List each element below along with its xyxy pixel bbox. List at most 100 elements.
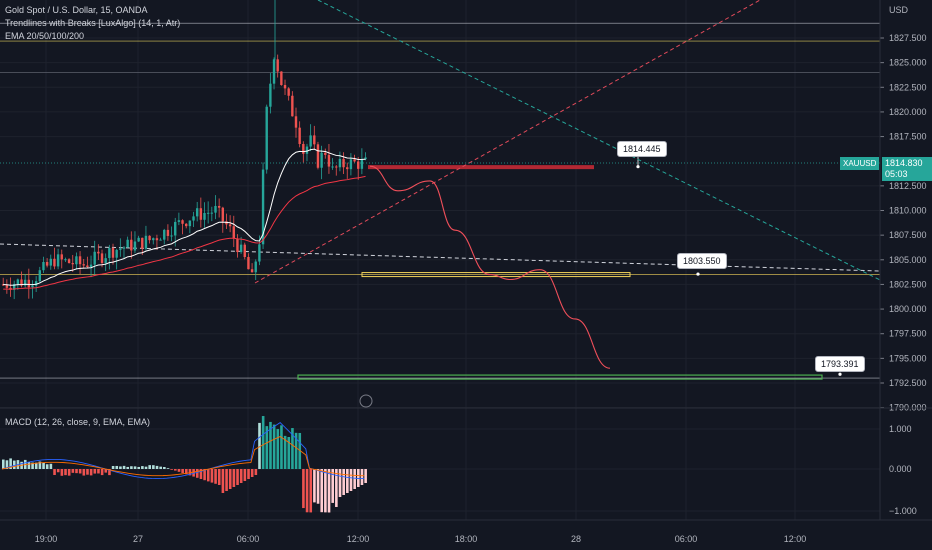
macd-histogram-bar (97, 469, 100, 474)
lightning-icon (359, 394, 373, 408)
current-price-tag: XAUUSD 1814.830 05:03 (840, 157, 932, 181)
macd-histogram-bar (364, 469, 367, 483)
macd-histogram-bar (276, 429, 280, 469)
candles (2, 0, 367, 300)
candle-body (272, 59, 276, 84)
macd-histogram-bar (250, 469, 254, 477)
trendlines (0, 0, 881, 284)
candle-body (152, 238, 155, 241)
candle-body (320, 152, 323, 168)
macd-histogram-bar (34, 462, 38, 469)
macd-histogram-bar (320, 469, 324, 513)
indicator-luxalgo[interactable]: Trendlines with Breaks [LuxAlgo] (14, 1,… (5, 18, 181, 28)
trendline-teal (317, 0, 881, 281)
candle-body (126, 239, 129, 248)
candle-body (31, 285, 34, 288)
candle-body (64, 259, 67, 261)
candle-body (309, 135, 312, 147)
projection-curve (369, 165, 611, 369)
macd-histogram-bar (31, 462, 34, 469)
candle-body (144, 235, 148, 249)
target-label-3: 1793.391 (815, 356, 865, 372)
price-axis-label: 1795.000 (889, 353, 927, 363)
indicator-ema[interactable]: EMA 20/50/100/200 (5, 31, 85, 41)
macd-histogram-bar (12, 460, 16, 469)
candle-body (49, 258, 52, 266)
candle-body (78, 256, 82, 265)
macd-histogram-bar (2, 459, 5, 469)
macd-histogram-bar (305, 469, 309, 513)
candle-body (166, 229, 170, 236)
macd-histogram-bar (342, 469, 345, 495)
candle-body (42, 261, 45, 271)
macd-histogram-bar (232, 469, 236, 487)
candle-body (174, 221, 177, 236)
macd-histogram-bar (236, 469, 239, 485)
horizontal-levels (0, 22, 880, 380)
candle-body (23, 279, 27, 286)
candle-body (265, 106, 268, 170)
macd-histogram-bar (9, 458, 12, 469)
candle-body (192, 216, 195, 221)
macd-histogram-bar (239, 469, 243, 483)
macd-histogram-bar (177, 469, 181, 472)
time-axis-label: 06:00 (675, 534, 698, 544)
candle-body (133, 241, 137, 251)
macd-histogram-bar (5, 460, 9, 469)
ema-lines (3, 148, 366, 290)
candle-body (34, 281, 38, 286)
macd-axis-label: −1.000 (889, 506, 917, 516)
candle-body (155, 238, 159, 241)
macd-histogram-bar (152, 465, 155, 469)
price-axis-label: 1812.500 (889, 181, 927, 191)
candle-body (327, 154, 331, 167)
candle-body (20, 279, 23, 286)
candle-body (313, 135, 316, 145)
price-axis-label: 1822.500 (889, 82, 927, 92)
time-axis-label: 19:00 (35, 534, 58, 544)
target-marker (696, 272, 700, 276)
macd-histogram-bar (324, 469, 327, 513)
macd-histogram-bar (170, 469, 173, 470)
candle-body (342, 158, 345, 168)
time-axis-label: 12:00 (784, 534, 807, 544)
price-axis-label: 1797.500 (889, 329, 927, 339)
target-label-1: 1814.445 (617, 141, 667, 157)
candle-body (75, 256, 78, 265)
indicator-macd[interactable]: MACD (12, 26, close, 9, EMA, EMA) (5, 417, 151, 427)
candle-body (236, 238, 239, 253)
macd-histogram-bar (258, 422, 261, 469)
macd-histogram-bar (75, 469, 78, 474)
candle-body (89, 264, 93, 268)
candle-body (71, 263, 74, 265)
macd-histogram-bar (185, 469, 188, 475)
ema-slow-line (3, 175, 366, 290)
candle-body (258, 244, 261, 262)
macd-histogram-bar (228, 469, 232, 489)
candle-body (287, 88, 290, 96)
macd-histogram-bar (133, 466, 137, 469)
macd-pane (1, 416, 367, 513)
candle-body (346, 167, 349, 170)
candle-body (170, 235, 173, 237)
signal-line (1, 436, 365, 477)
macd-histogram-bar (192, 469, 195, 477)
candle-body (12, 283, 16, 290)
symbol-title[interactable]: Gold Spot / U.S. Dollar, 15, OANDA (5, 5, 148, 15)
macd-histogram-bar (327, 469, 331, 513)
macd-histogram-bar (331, 469, 334, 503)
macd-histogram-bar (302, 469, 305, 509)
macd-histogram-bar (93, 469, 97, 474)
time-axis-label: 06:00 (237, 534, 260, 544)
candle-body (97, 251, 100, 254)
macd-histogram-bar (243, 469, 247, 481)
candle-body (298, 127, 301, 145)
macd-histogram-bar (298, 432, 302, 469)
macd-histogram-bar (309, 469, 313, 513)
macd-histogram-bar (89, 469, 93, 476)
candle-body (269, 83, 272, 107)
price-axis-currency: USD (889, 5, 909, 15)
candle-body (56, 254, 60, 267)
candle-body (364, 157, 367, 160)
